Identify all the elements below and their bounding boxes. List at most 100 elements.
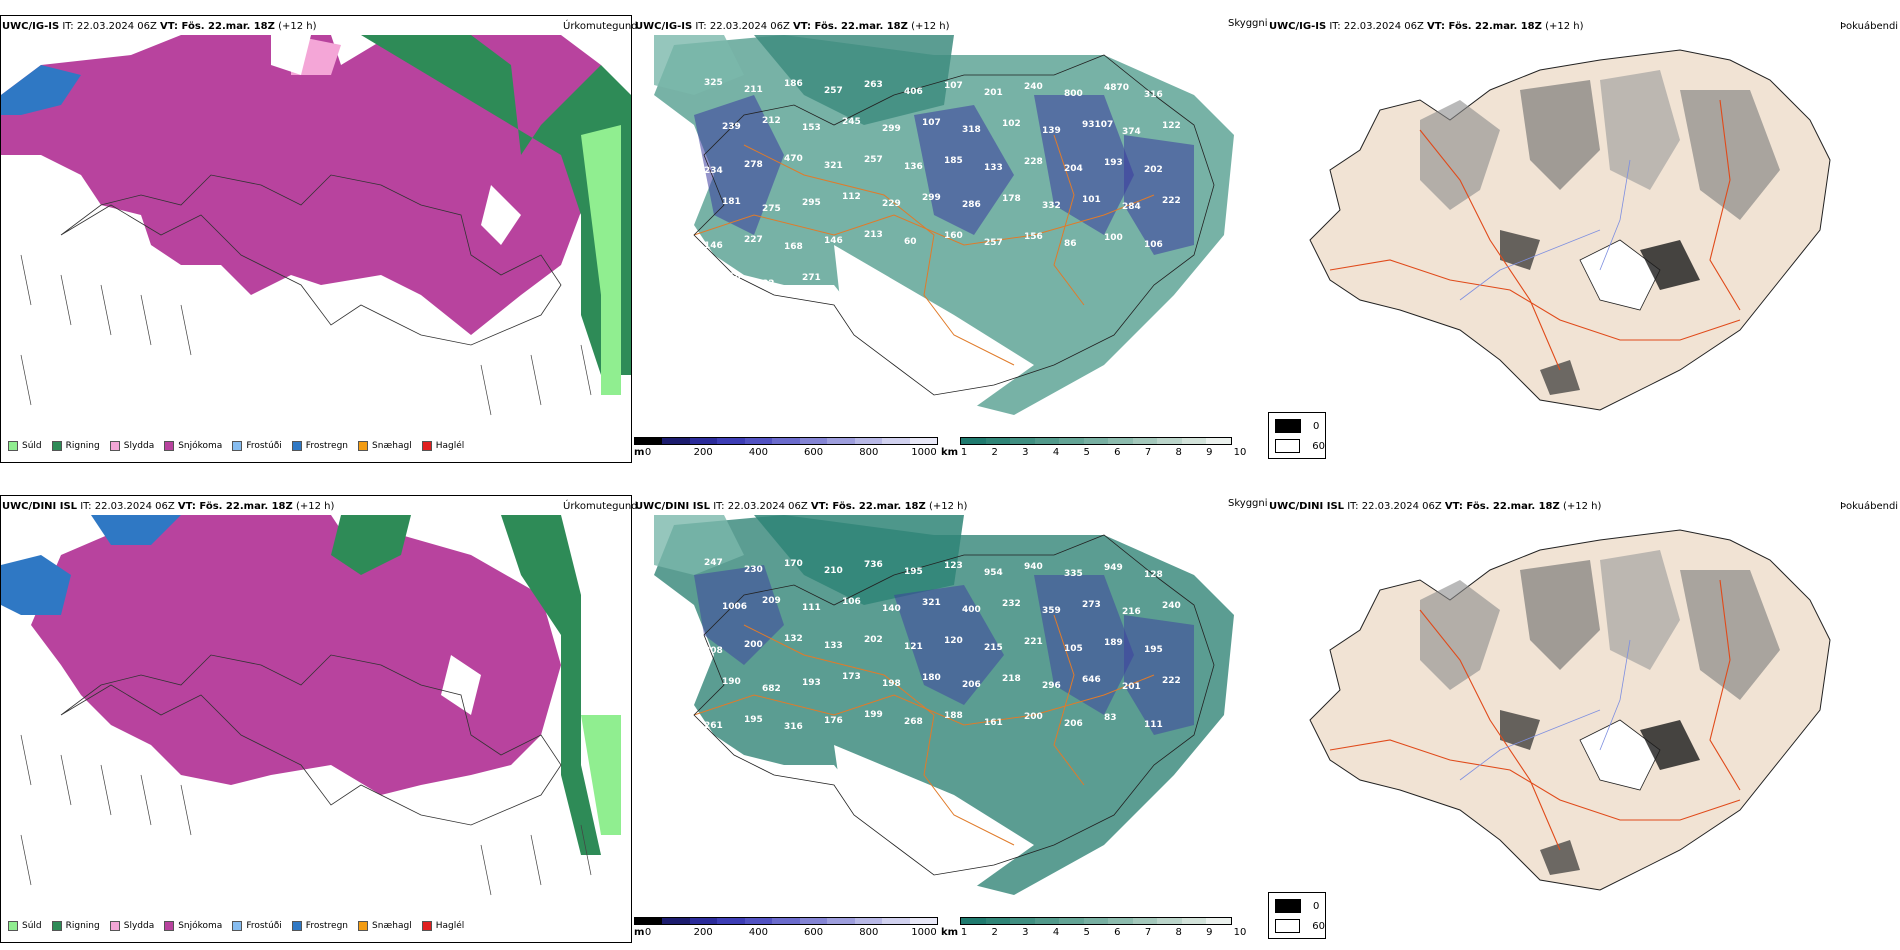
cloud-base-point-label: 273 (1082, 600, 1101, 610)
cloud-base-point-label: 736 (864, 560, 883, 570)
colorbar-segment (799, 918, 828, 924)
colorbar-segment (799, 438, 828, 444)
cloud-base-point-label: 136 (904, 162, 923, 172)
colorbar-segment (662, 918, 690, 924)
legend-item: Frostúði (232, 921, 282, 931)
cloud-base-point-label: 121 (904, 642, 923, 652)
cloud-base-point-label: 201 (1122, 682, 1141, 692)
colorbar-segment (635, 438, 663, 444)
cloud-base-point-label: 156 (1024, 232, 1043, 242)
cloud-base-point-label: 132 (784, 634, 803, 644)
legend-item: Snæhagl (358, 921, 412, 931)
cloud-base-point-label: 83 (1104, 713, 1117, 723)
legend-swatch (109, 441, 120, 451)
cloud-base-point-label: 190 (722, 677, 741, 687)
cloud-base-point-label: 216 (1122, 607, 1141, 617)
colorbar-tick-label: 2 (991, 447, 998, 458)
colorbar-tick-label: 4 (1052, 447, 1060, 458)
cloud-base-point-label: 168 (722, 272, 741, 282)
cloud-base-point-label: 406 (904, 87, 923, 97)
cloud-base-point-label: 299 (922, 193, 941, 203)
cloud-base-point-label: 195 (904, 567, 923, 577)
colorbar-tick-label: 3 (1022, 927, 1029, 938)
legend-swatch (8, 441, 18, 451)
precip-header: UWC/DINI ISL IT: 22.03.2024 06Z VT: Fös.… (2, 501, 335, 512)
cloud-base-point-label: 335 (1064, 569, 1083, 579)
colorbar-segment (1059, 438, 1084, 444)
cloud-base-point-label: 325 (704, 78, 723, 88)
cloud-base-point-label: 193 (1104, 158, 1123, 168)
fog-legend-swatch (1275, 899, 1301, 913)
cloud-base-point-label: 359 (1042, 606, 1061, 616)
cloud-base-point-label: 222 (1162, 196, 1181, 206)
cloud-base-point-label: 332 (1042, 201, 1061, 211)
cloud-base-point-label: 245 (842, 117, 861, 127)
cloud-base-unit: m (634, 447, 645, 458)
cloud-base-point-label: 102 (1002, 119, 1021, 129)
colorbar-tick-label: 9 (1206, 927, 1213, 938)
cloud-visibility-map: 325 211 186 257 263 406 107 201 240 800 4870 316 239… (654, 35, 1234, 415)
cloud-base-point-label: 178 (1002, 194, 1021, 204)
colorbar-tick-label: 800 (859, 927, 879, 938)
precip-type-map-graphic (1, 515, 631, 915)
cloud-base-point-label: 173 (842, 672, 861, 682)
cloud-base-point-label: 278 (744, 160, 763, 170)
colorbar-segment (1010, 918, 1035, 924)
visibility-colorbar (960, 437, 1232, 445)
visibility-ticks: 1 2 3 4 5 6 7 8 9 10 (961, 927, 1247, 939)
fog-index-map (1309, 529, 1831, 891)
cloud-base-point-label: 176 (824, 716, 843, 726)
cloud-base-point-label: 316 (1144, 90, 1163, 100)
cloud-base-point-label: 106 (842, 597, 861, 607)
cloud-base-point-label: 199 (864, 710, 883, 720)
fog-header: UWC/DINI ISL IT: 22.03.2024 06Z VT: Fös.… (1269, 501, 1602, 512)
colorbar-segment (1010, 438, 1035, 444)
colorbar-tick-label: 600 (804, 927, 824, 938)
cloud-base-point-label: 318 (962, 125, 981, 135)
colorbar-tick-label: 7 (1144, 447, 1152, 458)
colorbar-segment (1157, 438, 1182, 444)
precip-legend: Súld Rigning Slydda Snjókoma Frostúði Fr… (8, 441, 464, 451)
cloud-base-point-label: 201 (984, 88, 1003, 98)
legend-item: Snjókoma (164, 441, 222, 451)
cloud-base-point-label: 257 (824, 86, 843, 96)
fog-legend-row: 60 (1269, 436, 1325, 456)
legend-swatch (232, 921, 243, 931)
precip-type-map (0, 15, 632, 463)
cloud-base-point-label: 240 (1162, 601, 1181, 611)
cloud-base-point-label: 133 (824, 641, 843, 651)
cloud-base-point-label: 105 (1064, 644, 1083, 654)
cloud-base-point-label: 186 (784, 79, 803, 89)
legend-swatch (358, 441, 369, 451)
row-ig-is: UWC/IG-IS IT: 22.03.2024 06Z VT: Fös. 22… (0, 0, 1900, 470)
cloud-base-point-label: 206 (1064, 719, 1083, 729)
legend-swatch (358, 921, 369, 931)
cloud-base-point-label: 295 (802, 198, 821, 208)
cloud-base-point-label: 106 (1144, 240, 1163, 250)
colorbar-tick-label: 4 (1052, 927, 1060, 938)
colorbar-segment (1132, 918, 1158, 924)
colorbar-tick-label: 2 (991, 927, 998, 938)
cloud-base-point-label: 188 (944, 711, 963, 721)
cloud-base-point-label: 160 (944, 231, 963, 241)
cloud-base-point-label: 153 (802, 123, 821, 133)
cloud-base-point-label: 200 (1024, 712, 1043, 722)
cloud-base-point-label: 218 (1002, 674, 1021, 684)
cloud-base-point-label: 128 (1144, 570, 1163, 580)
cloud-base-point-label: 222 (1162, 676, 1181, 686)
colorbar-segment (772, 918, 800, 924)
cloud-base-point-label: 268 (904, 717, 923, 727)
cloud-base-point-label: 299 (882, 124, 901, 134)
colorbar-tick-label: 9 (1206, 447, 1213, 458)
cloud-base-point-label: 200 (744, 640, 763, 650)
colorbar-segment (717, 918, 745, 924)
colorbar-tick-label: 200 (693, 447, 713, 458)
cloud-base-point-label: 209 (762, 596, 781, 606)
fog-title: Þokuábendi (1840, 21, 1899, 32)
cloud-base-point-label: 232 (1002, 599, 1021, 609)
cloud-base-point-label: 161 (984, 718, 1003, 728)
cloud-base-point-label: 86 (1064, 239, 1077, 249)
cloud-base-point-label: 213 (864, 230, 883, 240)
cloud-base-point-label: 111 (1144, 720, 1163, 730)
colorbar-segment (744, 918, 773, 924)
